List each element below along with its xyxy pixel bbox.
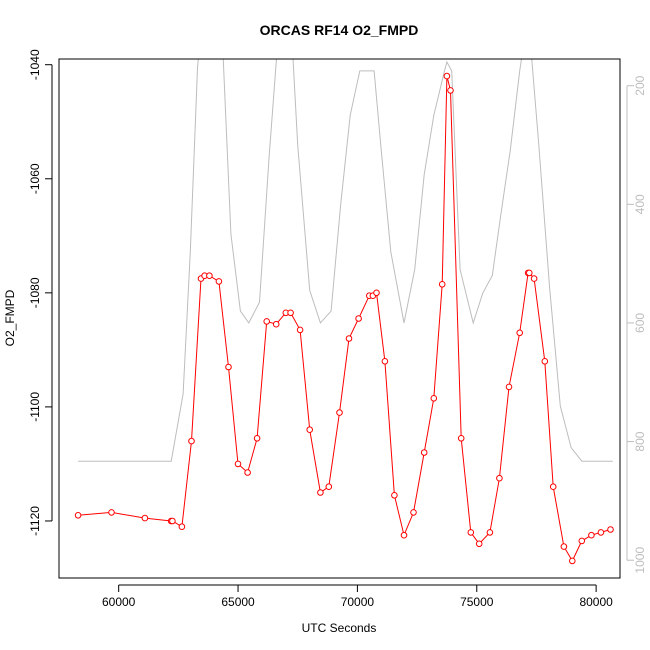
x-tick-label: 80000 [579, 595, 613, 609]
data-point [530, 275, 538, 282]
data-point [475, 540, 483, 548]
data-point [234, 460, 242, 468]
data-point [391, 492, 398, 499]
data-point [188, 437, 195, 445]
data-point [336, 409, 343, 416]
x-tick-label: 70000 [341, 595, 375, 609]
data-point [400, 531, 408, 539]
data-point [263, 318, 271, 325]
data-point [447, 87, 454, 94]
data-point [325, 483, 333, 491]
data-point [345, 335, 353, 342]
data-point [430, 395, 438, 402]
data-point [560, 543, 568, 550]
y-tick-label: -1040 [28, 49, 42, 80]
data-point [373, 289, 380, 297]
data-point [381, 358, 389, 365]
data-point [607, 526, 614, 533]
x-tick-label: 75000 [460, 595, 494, 609]
x-tick-label: 65000 [221, 595, 255, 609]
data-point [306, 426, 314, 434]
data-point [141, 514, 149, 522]
y-tick-label: -1120 [28, 506, 42, 536]
y2-tick-label: 400 [633, 194, 647, 214]
chart-title: ORCAS RF14 O2_FMPD [260, 22, 419, 38]
x-axis-label: UTC Seconds [302, 621, 377, 635]
data-point [443, 72, 451, 80]
plot-area: 60000 65000 70000 75000 80000 -1120 -1100 -1080… [28, 49, 647, 609]
secondary-series-line [78, 59, 613, 462]
data-point [410, 509, 417, 516]
data-point [467, 529, 475, 536]
data-point [355, 315, 362, 322]
y2-tick-label: 1000 [633, 547, 647, 574]
y2-tick-label: 600 [633, 313, 647, 333]
y2-tick-label: 800 [633, 431, 647, 451]
data-point [206, 272, 213, 280]
data-point [486, 529, 494, 536]
data-point [108, 509, 115, 516]
data-point [225, 363, 232, 371]
data-point [287, 309, 294, 317]
data-point [169, 517, 176, 525]
y2-tick-label: 200 [633, 75, 647, 95]
y-tick-label: -1080 [28, 277, 42, 308]
y-tick-label: -1100 [28, 392, 42, 422]
data-point [215, 278, 223, 285]
data-point [549, 483, 557, 491]
plot-frame [58, 58, 621, 579]
y-tick-label: -1060 [28, 163, 42, 194]
x-tick-label: 60000 [102, 595, 136, 609]
data-point [74, 512, 82, 519]
data-point [578, 537, 586, 545]
data-point [541, 358, 549, 365]
data-point [516, 329, 524, 337]
data-point [317, 489, 324, 496]
data-point [457, 435, 465, 442]
data-point [588, 531, 595, 539]
data-point [272, 320, 280, 328]
data-point [526, 269, 533, 277]
data-point [178, 523, 186, 531]
data-point [438, 281, 446, 288]
data-point [569, 557, 576, 565]
data-point [420, 449, 428, 456]
data-point [253, 435, 261, 442]
y-axis-label: O2_FMPD [3, 289, 17, 346]
data-point [496, 474, 503, 482]
data-point [244, 469, 251, 476]
data-point [505, 383, 513, 391]
data-point [296, 326, 304, 334]
data-point [597, 529, 605, 536]
